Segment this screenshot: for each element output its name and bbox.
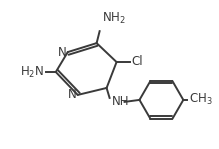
Text: N: N	[68, 88, 77, 101]
Text: H$_2$N: H$_2$N	[20, 65, 44, 80]
Text: CH$_3$: CH$_3$	[189, 92, 213, 107]
Text: NH$_2$: NH$_2$	[102, 11, 125, 26]
Text: NH: NH	[112, 95, 129, 108]
Text: Cl: Cl	[131, 55, 143, 67]
Text: N: N	[58, 46, 67, 59]
